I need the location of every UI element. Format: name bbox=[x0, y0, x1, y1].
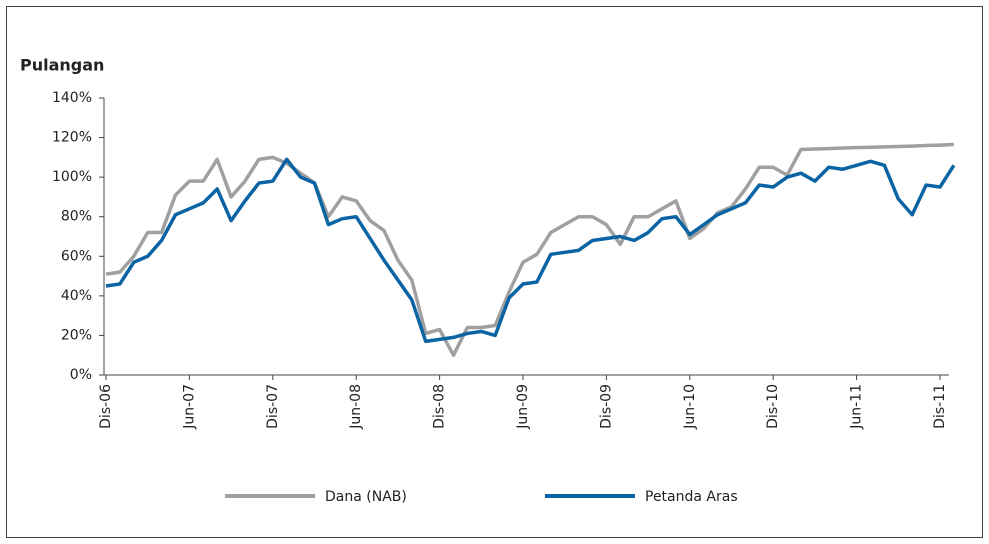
x-tick-label: Dis-08 bbox=[432, 384, 448, 429]
y-tick-label: 120% bbox=[52, 130, 92, 146]
series-line bbox=[105, 142, 954, 357]
legend-label: Dana (NAB) bbox=[325, 489, 407, 505]
y-tick-label: 40% bbox=[61, 288, 92, 304]
chart-title: Pulangan bbox=[20, 56, 104, 75]
y-tick-label: 60% bbox=[61, 248, 92, 264]
x-tick-label: Jun-08 bbox=[348, 384, 364, 430]
x-tick-label: Dis-09 bbox=[598, 384, 614, 429]
x-tick-label: Dis-10 bbox=[765, 384, 781, 429]
x-tick-label: Dis-06 bbox=[98, 384, 114, 429]
y-tick-label: 140% bbox=[52, 90, 92, 106]
y-tick-label: 80% bbox=[61, 209, 92, 225]
x-tick-label: Jun-10 bbox=[682, 384, 698, 430]
y-tick-label: 20% bbox=[61, 327, 92, 343]
y-tick-label: 100% bbox=[52, 169, 92, 185]
x-tick-label: Jun-11 bbox=[849, 384, 865, 430]
x-tick-label: Jun-07 bbox=[181, 384, 197, 430]
y-tick-label: 0% bbox=[70, 367, 92, 383]
frame bbox=[6, 6, 983, 538]
x-tick-label: Dis-11 bbox=[932, 384, 948, 429]
legend-label: Petanda Aras bbox=[645, 489, 738, 505]
series-line bbox=[105, 157, 956, 344]
x-tick-label: Jun-09 bbox=[515, 384, 531, 430]
x-tick-label: Dis-07 bbox=[265, 384, 281, 429]
